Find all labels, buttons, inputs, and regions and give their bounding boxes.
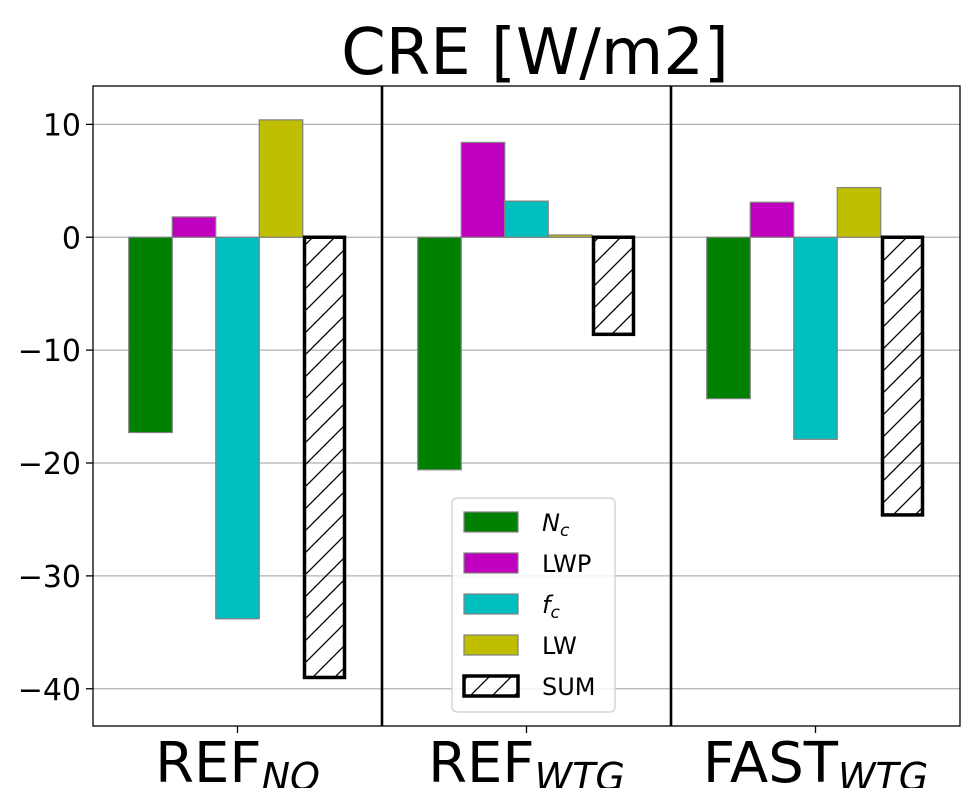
legend-swatch bbox=[463, 634, 519, 656]
y-tick-label: −30 bbox=[18, 560, 81, 595]
chart-title: CRE [W/m2] bbox=[341, 16, 729, 90]
bar-lw-ref-no bbox=[258, 119, 304, 238]
bar-sum-fast-wtg bbox=[880, 235, 925, 517]
panel-separators bbox=[380, 86, 673, 726]
bar-nc-fast-wtg bbox=[706, 236, 751, 400]
x-tick-label: FASTWTG bbox=[703, 731, 928, 788]
legend-swatch bbox=[463, 511, 519, 533]
bar-lwp-ref-no bbox=[171, 216, 217, 238]
y-tick-label: 0 bbox=[62, 221, 81, 256]
bar-lw-ref-wtg bbox=[547, 234, 593, 238]
y-axis: 10 0 −10 −20 −30 −40 bbox=[18, 108, 93, 708]
y-tick-label: −20 bbox=[18, 447, 81, 482]
bar-fc-ref-wtg bbox=[504, 200, 549, 238]
legend-box bbox=[451, 497, 616, 713]
bar-sum-ref-wtg bbox=[591, 235, 636, 337]
legend-swatch bbox=[463, 593, 519, 615]
x-tick-label: REFWTG bbox=[428, 731, 625, 788]
bar-lwp-fast-wtg bbox=[749, 201, 795, 238]
bar-lw-fast-wtg bbox=[836, 186, 882, 238]
legend-label: Nc bbox=[542, 509, 570, 541]
legend-label: LWP bbox=[542, 550, 591, 578]
bar-lwp-ref-wtg bbox=[460, 141, 506, 238]
legend-swatch bbox=[463, 552, 519, 574]
bar-fc-ref-no bbox=[215, 236, 260, 620]
y-tick-label: −40 bbox=[18, 673, 81, 708]
bar-nc-ref-wtg bbox=[417, 236, 462, 471]
bar-fc-fast-wtg bbox=[793, 236, 838, 440]
y-tick-label: 10 bbox=[43, 108, 81, 143]
legend-label: SUM bbox=[542, 673, 596, 701]
x-axis: REFNO REFWTG FASTWTG bbox=[155, 726, 928, 788]
legend-swatch bbox=[462, 674, 520, 698]
bar-sum-ref-no bbox=[302, 235, 347, 680]
bars bbox=[128, 119, 925, 680]
bar-nc-ref-no bbox=[128, 236, 173, 434]
legend-label: LW bbox=[542, 632, 577, 660]
x-tick-label: REFNO bbox=[155, 731, 320, 788]
y-tick-label: −10 bbox=[18, 334, 81, 369]
